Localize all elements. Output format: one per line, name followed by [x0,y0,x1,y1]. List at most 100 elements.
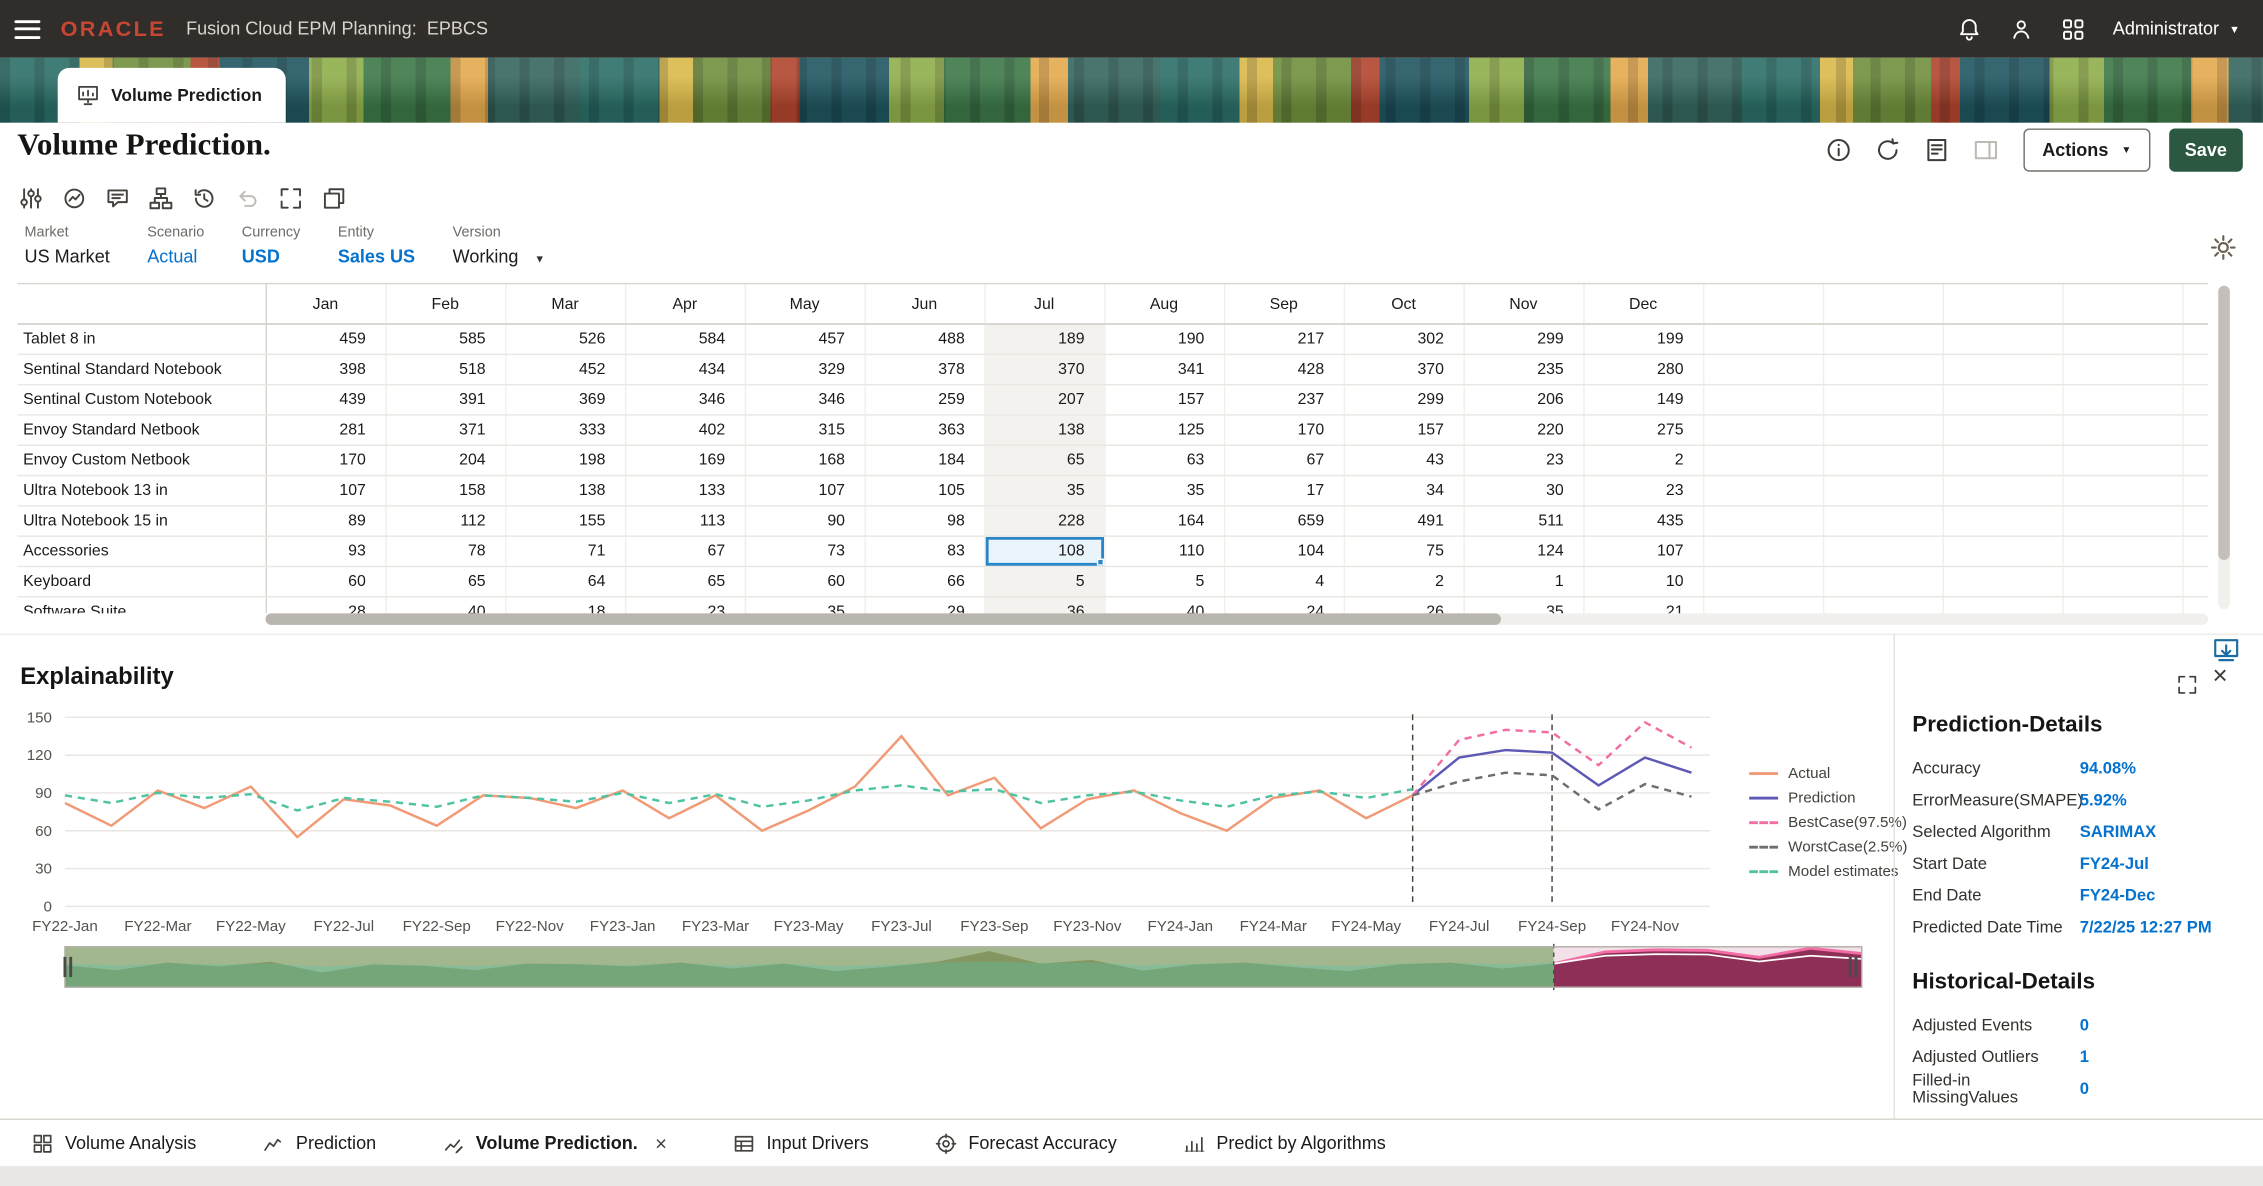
row-label[interactable]: Sentinal Standard Notebook [17,354,267,386]
grid-cell[interactable] [2062,596,2183,614]
grid-cell[interactable]: 585 [385,324,506,356]
grid-cell[interactable] [2062,414,2183,446]
grid-cell[interactable]: 2 [1343,566,1465,598]
grid-cell[interactable]: 158 [385,475,506,507]
grid-cell[interactable]: 2 [1583,445,1704,477]
column-header-aug[interactable]: Aug [1104,284,1225,325]
grid-cell[interactable]: 189 [984,324,1105,356]
pov-entity[interactable]: Entity Sales US [338,225,415,267]
banner-tab-volume-prediction[interactable]: Volume Prediction [57,67,287,123]
refresh-icon[interactable] [1875,137,1901,163]
grid-cell[interactable] [2062,566,2183,598]
detail-value[interactable]: 0 [2079,1017,2089,1035]
grid-cell[interactable]: 457 [744,324,866,356]
grid-cell[interactable]: 1 [1463,566,1584,598]
column-header-apr[interactable]: Apr [624,284,746,325]
grid-cell[interactable]: 64 [505,566,626,598]
grid-cell[interactable] [2062,536,2183,568]
grid-cell[interactable]: 157 [1104,384,1225,416]
grid-cell[interactable]: 65 [385,566,506,598]
grid-cell[interactable] [1942,445,2064,477]
grid-cell[interactable]: 206 [1463,384,1584,416]
grid-cell[interactable]: 207 [984,384,1105,416]
row-label[interactable]: Sentinal Custom Notebook [17,384,267,416]
grid-cell[interactable] [2062,324,2183,356]
adjust-icon[interactable] [19,186,44,211]
grid-cell[interactable]: 281 [265,414,387,446]
grid-cell[interactable] [2182,475,2209,507]
bell-icon[interactable] [1957,17,1982,42]
grid-cell[interactable]: 149 [1583,384,1704,416]
grid-cell[interactable]: 112 [385,505,506,537]
grid-cell[interactable]: 491 [1343,505,1465,537]
grid-cell[interactable]: 5 [1104,566,1225,598]
horizontal-scrollbar[interactable] [265,613,2209,625]
grid-cell[interactable]: 235 [1463,354,1584,386]
column-header-jul[interactable]: Jul [984,284,1105,325]
grid-cell[interactable]: 40 [385,596,506,614]
expand-icon[interactable] [2176,674,2198,696]
grid-cell[interactable] [2182,354,2209,386]
vertical-scrollbar-thumb[interactable] [2218,285,2230,560]
row-label[interactable]: Envoy Standard Netbook [17,414,267,446]
time-range-slider[interactable] [0,942,1876,994]
pov-member[interactable]: Working ▼ [452,246,546,267]
grid-cell[interactable]: 93 [265,536,387,568]
user-menu[interactable]: Administrator ▼ [2113,19,2240,39]
row-label[interactable]: Keyboard [17,566,267,598]
grid-cell[interactable]: 302 [1343,324,1465,356]
grid-cell[interactable]: 370 [984,354,1105,386]
grid-cell[interactable] [1822,354,1944,386]
grid-cell[interactable]: 370 [1343,354,1465,386]
grid-cell[interactable]: 168 [744,445,866,477]
grid-cell[interactable] [2062,505,2183,537]
grid-cell[interactable]: 511 [1463,505,1584,537]
menu-icon[interactable] [14,19,41,39]
grid-cell[interactable] [1942,354,2064,386]
tab-input-drivers[interactable]: Input Drivers [733,1132,869,1154]
grid-cell[interactable]: 90 [744,505,866,537]
grid-cell[interactable] [1822,566,1944,598]
grid-cell[interactable]: 459 [265,324,387,356]
grid-cell[interactable]: 526 [505,324,626,356]
detail-value[interactable]: FY24-Dec [2079,887,2156,905]
grid-cell[interactable]: 341 [1104,354,1225,386]
grid-cell[interactable]: 198 [505,445,626,477]
pov-member[interactable]: US Market [24,246,110,267]
hierarchy-icon[interactable] [149,186,174,211]
grid-cell[interactable] [1703,414,1824,446]
grid-cell[interactable] [1703,596,1824,614]
grid-cell[interactable] [1942,324,2064,356]
grid-cell[interactable]: 107 [744,475,866,507]
grid-cell[interactable] [1942,384,2064,416]
grid-cell[interactable]: 220 [1463,414,1584,446]
row-label[interactable]: Envoy Custom Netbook [17,445,267,477]
grid-cell[interactable]: 346 [624,384,746,416]
grid-cell[interactable] [1822,445,1944,477]
grid-cell[interactable]: 378 [864,354,986,386]
grid-cell[interactable]: 5 [984,566,1105,598]
grid-cell[interactable]: 228 [984,505,1105,537]
grid-cell[interactable]: 78 [385,536,506,568]
column-header-mar[interactable]: Mar [505,284,626,325]
grid-cell[interactable]: 391 [385,384,506,416]
grid-cell[interactable] [1703,354,1824,386]
grid-cell[interactable]: 237 [1223,384,1345,416]
detail-value[interactable]: 94.08% [2079,760,2137,778]
grid-cell[interactable] [1942,536,2064,568]
grid-cell[interactable]: 60 [744,566,866,598]
grid-cell[interactable] [2062,384,2183,416]
grid-cell[interactable]: 299 [1343,384,1465,416]
grid-cell[interactable] [1942,505,2064,537]
fill-handle[interactable] [1096,558,1103,566]
grid-cell[interactable]: 65 [984,445,1105,477]
tab-volume-analysis[interactable]: Volume Analysis [32,1132,196,1154]
copy-icon[interactable] [322,186,347,211]
detail-value[interactable]: 7/22/25 12:27 PM [2079,919,2212,937]
pov-market[interactable]: Market US Market [25,225,110,267]
grid-cell[interactable] [2182,505,2209,537]
grid-cell[interactable] [1942,475,2064,507]
grid-cell[interactable] [1822,384,1944,416]
detail-value[interactable]: SARIMAX [2079,824,2157,842]
grid-cell[interactable]: 35 [744,596,866,614]
